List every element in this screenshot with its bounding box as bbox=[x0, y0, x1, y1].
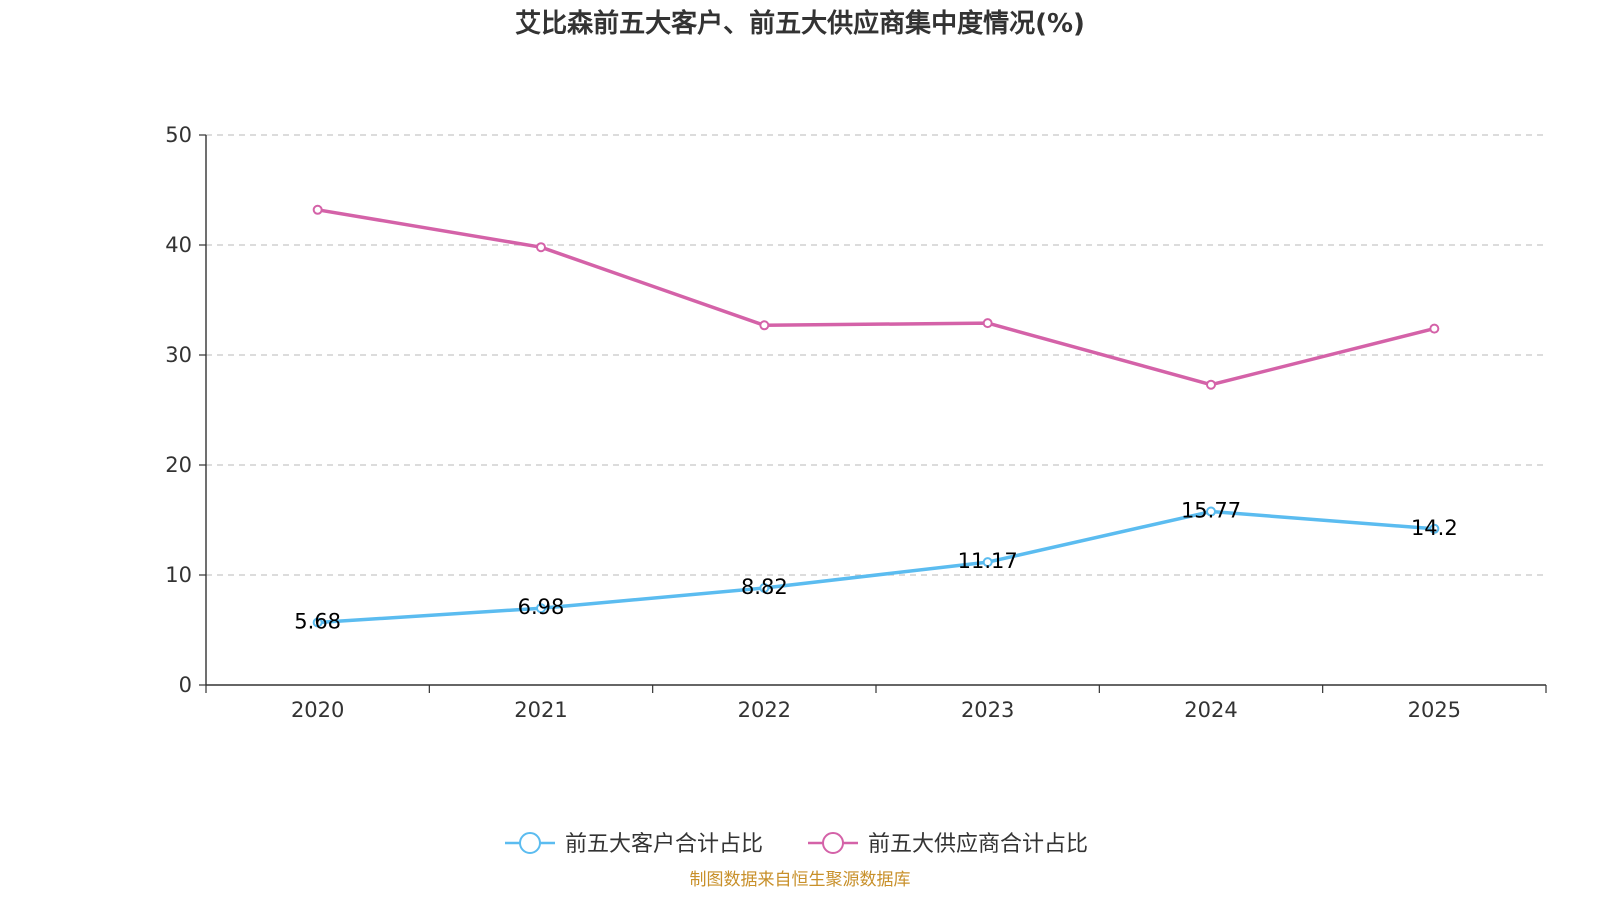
legend-label: 前五大客户合计占比 bbox=[565, 832, 763, 857]
legend-item-0[interactable]: 前五大客户合计占比 bbox=[505, 832, 763, 857]
data-label: 5.68 bbox=[294, 610, 341, 634]
series-layer: 5.68 6.98 8.82 11.17 15.77 14.2 bbox=[294, 204, 1458, 634]
y-tick-label: 40 bbox=[165, 233, 192, 257]
data-point[interactable] bbox=[1206, 379, 1216, 390]
data-point[interactable] bbox=[759, 320, 770, 331]
data-label: 15.77 bbox=[1181, 499, 1241, 523]
x-tick-label-2024: 2024 bbox=[1184, 698, 1237, 722]
legend-marker-icon bbox=[519, 832, 541, 854]
data-point[interactable] bbox=[1206, 506, 1216, 517]
legend-marker-icon bbox=[822, 832, 844, 854]
y-tick-label: 0 bbox=[179, 673, 192, 697]
data-point[interactable] bbox=[982, 318, 993, 329]
grid-lines bbox=[206, 134, 1546, 576]
data-label: 11.17 bbox=[958, 549, 1018, 573]
data-point[interactable] bbox=[536, 603, 546, 614]
data-point[interactable] bbox=[1429, 523, 1440, 534]
legend-label: 前五大供应商合计占比 bbox=[868, 832, 1088, 857]
y-tick-label: 50 bbox=[165, 123, 192, 147]
data-point[interactable] bbox=[312, 617, 323, 628]
x-tick-label-2025: 2025 bbox=[1408, 698, 1461, 722]
legend-item-1[interactable]: 前五大供应商合计占比 bbox=[808, 832, 1088, 857]
data-point[interactable] bbox=[536, 242, 546, 253]
source-note: 制图数据来自恒生聚源数据库 bbox=[690, 870, 911, 890]
x-tick-label-2022: 2022 bbox=[738, 698, 791, 722]
y-tick-label: 20 bbox=[165, 453, 192, 477]
data-label: 14.2 bbox=[1411, 516, 1458, 540]
legend[interactable]: 前五大客户合计占比 前五大供应商合计占比 bbox=[505, 832, 1088, 857]
axes: 0 10 20 30 40 50 2020 2021 2022 2023 2024 2025 bbox=[165, 123, 1547, 722]
data-label: 6.98 bbox=[518, 595, 565, 619]
data-point[interactable] bbox=[759, 582, 770, 593]
y-tick-label: 30 bbox=[165, 343, 192, 367]
data-label: 8.82 bbox=[741, 575, 788, 599]
data-point[interactable] bbox=[1429, 323, 1440, 334]
data-point[interactable] bbox=[982, 557, 993, 568]
chart-title: 艾比森前五大客户、前五大供应商集中度情况(%) bbox=[515, 8, 1085, 39]
x-tick-label-2023: 2023 bbox=[961, 698, 1014, 722]
data-point[interactable] bbox=[312, 204, 323, 215]
series-line-1 bbox=[317, 208, 1435, 387]
y-tick-label: 10 bbox=[165, 563, 192, 587]
x-tick-label-2020: 2020 bbox=[291, 698, 344, 722]
x-tick-label-2021: 2021 bbox=[514, 698, 567, 722]
series-line-0 bbox=[317, 509, 1435, 625]
